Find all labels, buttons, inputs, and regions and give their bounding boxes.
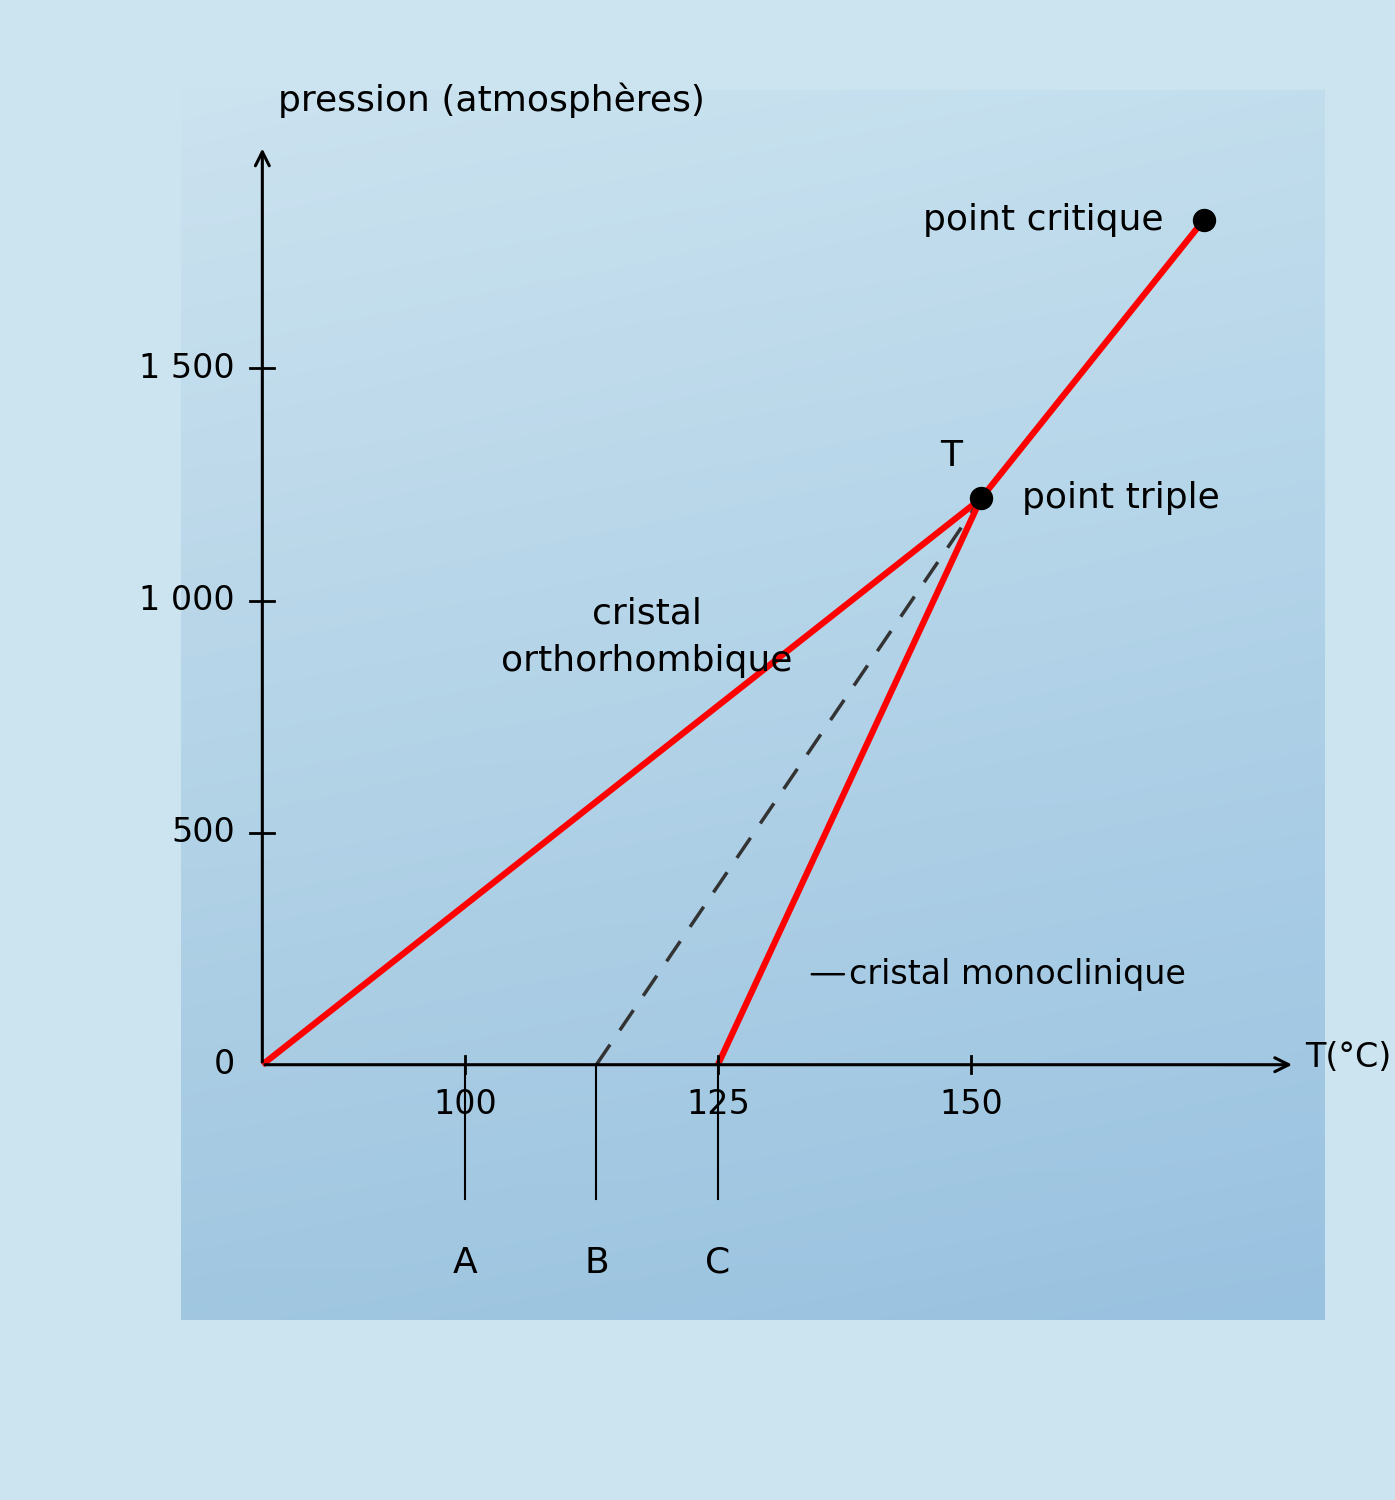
Text: pression (atmosphères): pression (atmosphères): [278, 82, 704, 118]
Text: T: T: [940, 440, 961, 472]
Point: [970, 486, 992, 510]
Text: 125: 125: [686, 1088, 749, 1120]
Text: point triple: point triple: [1021, 482, 1219, 516]
Text: 1 500: 1 500: [140, 352, 234, 386]
Text: C: C: [706, 1245, 731, 1280]
Text: B: B: [585, 1245, 608, 1280]
Text: 150: 150: [939, 1088, 1003, 1120]
Text: A: A: [452, 1245, 477, 1280]
Text: cristal
orthorhombique: cristal orthorhombique: [501, 597, 792, 678]
Text: T(°C): T(°C): [1304, 1041, 1391, 1074]
Text: cristal monoclinique: cristal monoclinique: [812, 957, 1186, 990]
Point: [1193, 209, 1215, 232]
Text: 0: 0: [213, 1048, 234, 1082]
Text: 500: 500: [172, 816, 234, 849]
Text: 100: 100: [432, 1088, 497, 1120]
Text: 1 000: 1 000: [140, 584, 234, 616]
Text: point critique: point critique: [922, 202, 1163, 237]
